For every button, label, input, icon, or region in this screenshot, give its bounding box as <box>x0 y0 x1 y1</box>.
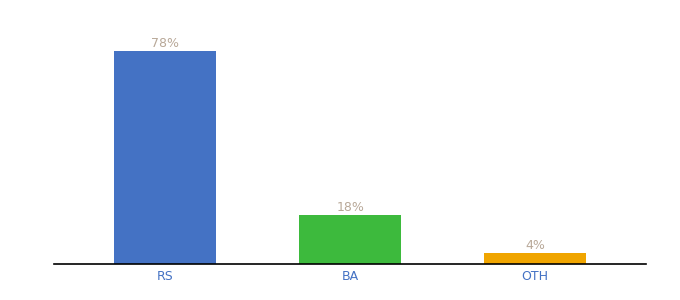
Bar <box>114 51 216 264</box>
Text: 78%: 78% <box>152 37 180 50</box>
Text: 4%: 4% <box>525 239 545 252</box>
Bar <box>484 253 586 264</box>
Bar <box>299 215 401 264</box>
Text: 18%: 18% <box>337 200 364 214</box>
